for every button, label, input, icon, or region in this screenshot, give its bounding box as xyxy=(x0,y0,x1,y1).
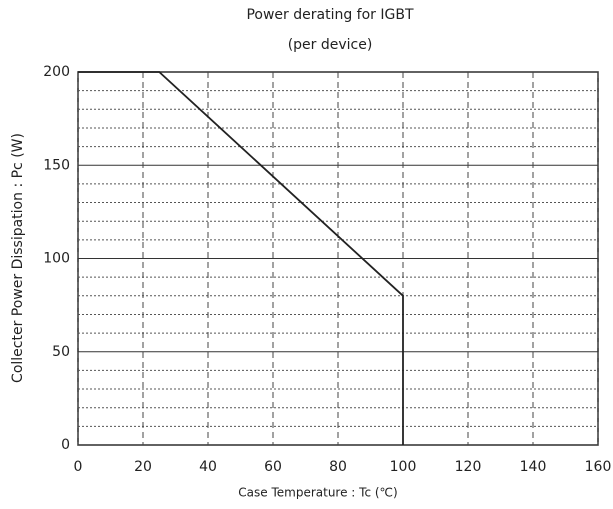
x-tick-label: 20 xyxy=(134,459,152,475)
y-tick-label: 100 xyxy=(43,251,70,267)
x-tick-label: 0 xyxy=(74,459,83,475)
x-tick-label: 120 xyxy=(455,459,482,475)
y-tick-label: 0 xyxy=(61,437,70,453)
y-tick-label: 50 xyxy=(52,344,70,360)
x-tick-label: 140 xyxy=(520,459,547,475)
x-tick-label: 160 xyxy=(585,459,612,475)
x-tick-label: 80 xyxy=(329,459,347,475)
y-tick-label: 150 xyxy=(43,157,70,173)
x-tick-label: 100 xyxy=(390,459,417,475)
y-tick-label: 200 xyxy=(43,64,70,80)
y-axis-label: Collecter Power Dissipation : Pc (W) xyxy=(10,133,26,383)
series-line xyxy=(78,71,404,445)
x-tick-label: 40 xyxy=(199,459,217,475)
x-tick-label: 60 xyxy=(264,459,282,475)
x-axis-label: Case Temperature : Tc (℃) xyxy=(238,486,397,500)
chart-title: Power derating for IGBT xyxy=(246,7,413,23)
chart-subtitle: (per device) xyxy=(288,37,373,53)
